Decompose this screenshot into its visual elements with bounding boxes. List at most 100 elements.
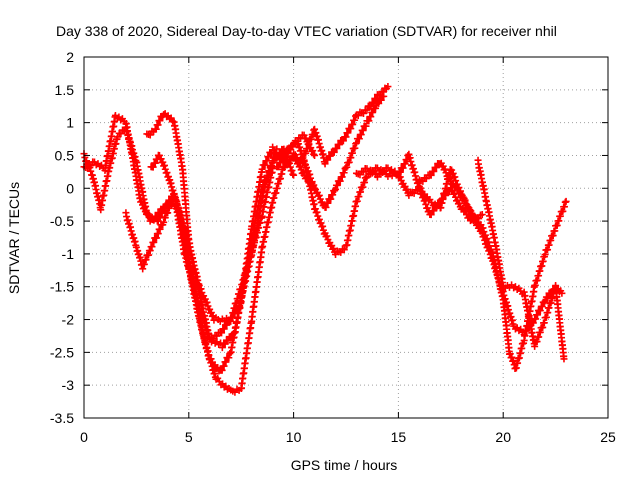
data-point	[197, 285, 205, 293]
x-axis-label: GPS time / hours	[291, 457, 398, 473]
data-point	[359, 126, 367, 134]
data-point	[541, 251, 549, 259]
data-point	[536, 307, 544, 315]
data-point	[296, 162, 304, 170]
data-point	[142, 256, 150, 264]
data-point	[367, 113, 375, 121]
data-point	[432, 164, 440, 172]
data-point	[430, 167, 438, 175]
data-point	[479, 224, 487, 232]
series-sat-k	[474, 156, 566, 350]
data-point	[533, 338, 541, 346]
data-point	[539, 323, 547, 331]
x-tick-label: 25	[600, 429, 616, 445]
y-tick-label: -2	[62, 312, 75, 328]
data-point	[154, 217, 162, 225]
data-point	[460, 194, 468, 202]
data-point	[357, 188, 365, 196]
data-point	[160, 218, 168, 226]
y-tick-label: -0.5	[50, 213, 74, 229]
data-point	[279, 154, 287, 162]
data-point	[427, 211, 435, 219]
data-point	[336, 177, 344, 185]
data-point	[361, 178, 369, 186]
data-point	[329, 191, 337, 199]
data-point	[152, 125, 160, 133]
data-point	[559, 207, 567, 215]
series-sat-g	[300, 83, 392, 168]
data-point	[288, 167, 296, 175]
series-sat-h	[290, 92, 388, 211]
data-point	[355, 193, 363, 201]
data-point	[541, 297, 549, 305]
data-point	[485, 238, 493, 246]
data-point	[545, 241, 553, 249]
y-tick-label: -1	[62, 246, 75, 262]
data-point	[145, 251, 153, 259]
data-point	[531, 342, 539, 350]
data-point	[532, 315, 540, 323]
data-point	[553, 221, 561, 229]
y-tick-label: -1.5	[50, 279, 74, 295]
data-point	[340, 169, 348, 177]
data-point	[150, 238, 158, 246]
data-point	[164, 209, 172, 217]
data-point	[351, 116, 359, 124]
data-point	[322, 203, 330, 211]
data-point	[333, 181, 341, 189]
data-point	[305, 140, 313, 148]
data-point	[359, 183, 367, 191]
data-point	[218, 366, 226, 374]
data-point	[281, 150, 289, 158]
data-point	[326, 152, 334, 160]
data-point	[269, 143, 277, 151]
data-point	[327, 195, 335, 203]
data-point	[403, 185, 411, 193]
data-point	[560, 355, 568, 363]
data-point	[560, 203, 568, 211]
y-tick-label: 1.5	[55, 82, 75, 98]
data-point	[452, 182, 460, 190]
data-point	[455, 199, 463, 207]
data-point	[220, 325, 228, 333]
data-point	[441, 165, 449, 173]
data-point	[289, 170, 297, 178]
data-point	[399, 164, 407, 172]
data-point	[277, 159, 285, 167]
y-tick-label: 0.5	[55, 147, 75, 163]
data-point	[551, 227, 559, 235]
data-point	[352, 139, 360, 147]
data-point	[345, 158, 353, 166]
data-point	[451, 173, 459, 181]
data-point	[152, 234, 160, 242]
data-point	[535, 333, 543, 341]
y-tick-label: 0	[66, 180, 74, 196]
data-point	[286, 159, 294, 167]
series-sat-e	[147, 151, 277, 325]
data-point	[140, 260, 148, 268]
data-point	[218, 329, 226, 337]
data-point	[351, 144, 359, 152]
data-point	[309, 147, 317, 155]
data-point	[148, 243, 156, 251]
data-point	[167, 114, 175, 122]
data-point	[540, 319, 548, 327]
data-point	[380, 92, 388, 100]
data-point	[372, 104, 380, 112]
data-point	[533, 311, 541, 319]
data-point	[343, 163, 351, 171]
data-point	[149, 163, 157, 171]
data-point	[315, 191, 323, 199]
data-point	[344, 129, 352, 137]
data-point	[273, 145, 281, 153]
chart-title: Day 338 of 2020, Sidereal Day-to-day VTE…	[56, 23, 557, 39]
data-point	[396, 168, 404, 176]
data-point	[549, 232, 557, 240]
data-point	[265, 153, 273, 161]
data-point	[223, 321, 231, 329]
data-point	[561, 198, 569, 206]
plot-border	[83, 56, 609, 419]
data-point	[290, 150, 298, 158]
data-point	[363, 106, 371, 114]
